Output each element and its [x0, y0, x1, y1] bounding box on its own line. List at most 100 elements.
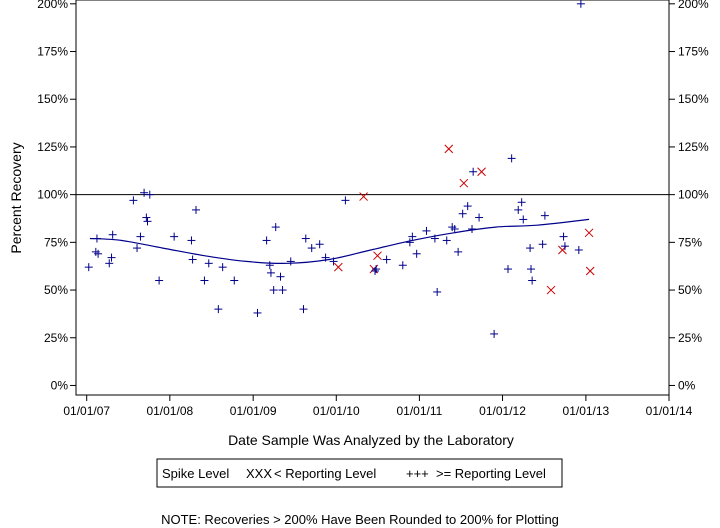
point-below-reporting-level — [477, 167, 486, 177]
point-above-reporting-level — [442, 236, 451, 245]
x-tick-label: 01/01/08 — [146, 404, 193, 418]
point-above-reporting-level — [301, 234, 310, 243]
point-above-reporting-level — [315, 240, 324, 249]
point-above-reporting-level — [559, 232, 568, 241]
point-above-reporting-level — [408, 232, 417, 241]
point-above-reporting-level — [266, 268, 275, 277]
y-tick-label-right: 150% — [678, 92, 709, 106]
point-above-reporting-level — [514, 205, 523, 214]
point-above-reporting-level — [187, 236, 196, 245]
legend-marker-below: XXX — [246, 466, 272, 481]
point-above-reporting-level — [405, 238, 414, 247]
point-above-reporting-level — [108, 230, 117, 239]
point-above-reporting-level — [433, 287, 442, 296]
point-above-reporting-level — [382, 255, 391, 264]
y-tick-label-left: 25% — [44, 331, 68, 345]
point-above-reporting-level — [105, 259, 114, 268]
point-above-reporting-level — [107, 253, 116, 262]
point-above-reporting-level — [560, 242, 569, 251]
point-below-reporting-level — [444, 144, 454, 154]
x-axis: 01/01/07 01/01/08 01/01/09 01/01/10 01/01/11… — [63, 395, 693, 418]
point-above-reporting-level — [276, 272, 285, 281]
point-above-reporting-level — [528, 276, 537, 285]
point-above-reporting-level — [450, 224, 459, 233]
point-above-reporting-level — [458, 209, 467, 218]
point-above-reporting-level — [454, 247, 463, 256]
y-tick-label-right: 125% — [678, 140, 709, 154]
legend-title: Spike Level — [162, 466, 229, 481]
point-above-reporting-level — [218, 263, 227, 272]
point-above-reporting-level — [503, 265, 512, 274]
y-tick-label-right: 175% — [678, 45, 709, 59]
point-above-reporting-level — [188, 255, 197, 264]
point-above-reporting-level — [253, 308, 262, 317]
point-above-reporting-level — [576, 0, 585, 8]
y-axis: 0% 0% 25% 25% 50% 50% 75% 75% 100% 100% 125% 125% 15… — [37, 0, 709, 392]
point-below-reporting-level — [459, 178, 469, 188]
point-above-reporting-level — [92, 234, 101, 243]
point-above-reporting-level — [371, 266, 380, 275]
legend-marker-above: +++ — [406, 466, 429, 481]
data-points — [84, 0, 595, 338]
legend: Spike Level XXX < Reporting Level +++ >=… — [156, 458, 563, 488]
point-above-reporting-level — [214, 305, 223, 314]
point-above-reporting-level — [540, 211, 549, 220]
point-above-reporting-level — [321, 253, 330, 262]
y-tick-label-left: 100% — [37, 188, 68, 202]
y-tick-label-right: 50% — [678, 283, 702, 297]
y-tick-label-left: 150% — [37, 92, 68, 106]
point-above-reporting-level — [468, 224, 477, 233]
y-tick-label-right: 75% — [678, 235, 702, 249]
y-tick-label-right: 0% — [678, 378, 696, 392]
point-above-reporting-level — [142, 213, 151, 222]
point-above-reporting-level — [412, 249, 421, 258]
x-axis-title: Date Sample Was Analyzed by the Laborato… — [228, 432, 514, 448]
point-above-reporting-level — [129, 196, 138, 205]
point-above-reporting-level — [526, 244, 535, 253]
x-tick-label: 01/01/12 — [479, 404, 526, 418]
point-above-reporting-level — [299, 305, 308, 314]
point-above-reporting-level — [204, 259, 213, 268]
point-below-reporting-level — [584, 228, 594, 238]
point-below-reporting-level — [333, 262, 343, 272]
point-above-reporting-level — [269, 286, 278, 295]
point-above-reporting-level — [84, 263, 93, 272]
y-tick-label-left: 75% — [44, 235, 68, 249]
point-above-reporting-level — [192, 205, 201, 214]
point-above-reporting-level — [372, 265, 381, 274]
point-below-reporting-level — [546, 285, 556, 295]
x-tick-label: 01/01/07 — [63, 404, 110, 418]
point-above-reporting-level — [286, 257, 295, 266]
plot-frame — [75, 0, 670, 396]
trend-line — [89, 218, 590, 264]
point-above-reporting-level — [145, 190, 154, 199]
y-tick-label-left: 175% — [37, 45, 68, 59]
point-above-reporting-level — [136, 232, 145, 241]
point-above-reporting-level — [422, 226, 431, 235]
legend-label-below: < Reporting Level — [274, 466, 376, 481]
point-above-reporting-level — [463, 202, 472, 211]
point-above-reporting-level — [574, 245, 583, 254]
y-tick-label-left: 0% — [51, 378, 69, 392]
y-tick-label-left: 50% — [44, 283, 68, 297]
point-above-reporting-level — [155, 276, 164, 285]
point-above-reporting-level — [91, 247, 100, 256]
y-axis-title: Percent Recovery — [8, 142, 24, 253]
x-tick-label: 01/01/10 — [313, 404, 360, 418]
point-above-reporting-level — [507, 154, 516, 163]
point-above-reporting-level — [143, 217, 152, 226]
point-above-reporting-level — [517, 198, 526, 207]
point-below-reporting-level — [359, 192, 368, 201]
point-above-reporting-level — [265, 261, 274, 270]
y-tick-label-left: 200% — [37, 0, 68, 11]
x-tick-label: 01/01/11 — [396, 404, 442, 418]
point-above-reporting-level — [490, 329, 499, 338]
legend-label-above: >= Reporting Level — [436, 466, 546, 481]
point-above-reporting-level — [519, 215, 528, 224]
point-below-reporting-level — [585, 266, 595, 276]
point-above-reporting-level — [475, 213, 484, 222]
x-tick-label: 01/01/13 — [563, 404, 610, 418]
point-above-reporting-level — [140, 188, 149, 197]
point-above-reporting-level — [133, 244, 142, 253]
